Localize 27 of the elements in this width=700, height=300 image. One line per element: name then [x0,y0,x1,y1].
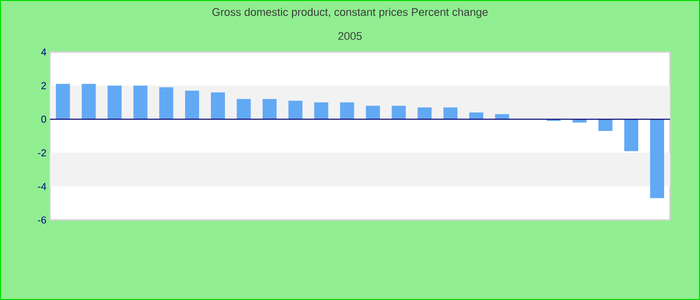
y-tick-label: -6 [38,216,46,224]
bar [108,86,122,120]
bar [82,84,96,120]
bar [159,87,174,120]
bar [185,90,200,120]
y-tick-label: -4 [38,182,46,190]
bar [418,107,432,120]
bar [133,86,148,120]
bar [236,99,251,120]
bar [392,106,406,120]
bar [624,119,638,152]
bar [650,119,664,198]
bar [340,102,354,120]
bar [56,84,70,120]
chart-subtitle: 2005 [338,32,362,40]
bar [314,102,328,120]
bar [288,100,302,120]
y-tick-label: -2 [38,149,46,156]
bar [443,107,458,120]
y-tick-label: 2 [41,82,46,90]
bar [210,92,225,120]
bar [598,119,612,131]
y-tick-label: 0 [41,116,46,123]
chart-title: Gross domestic product, constant prices Percent change [212,8,488,18]
y-tick-label: 4 [41,48,46,56]
bar [366,106,380,120]
bar [262,99,277,120]
